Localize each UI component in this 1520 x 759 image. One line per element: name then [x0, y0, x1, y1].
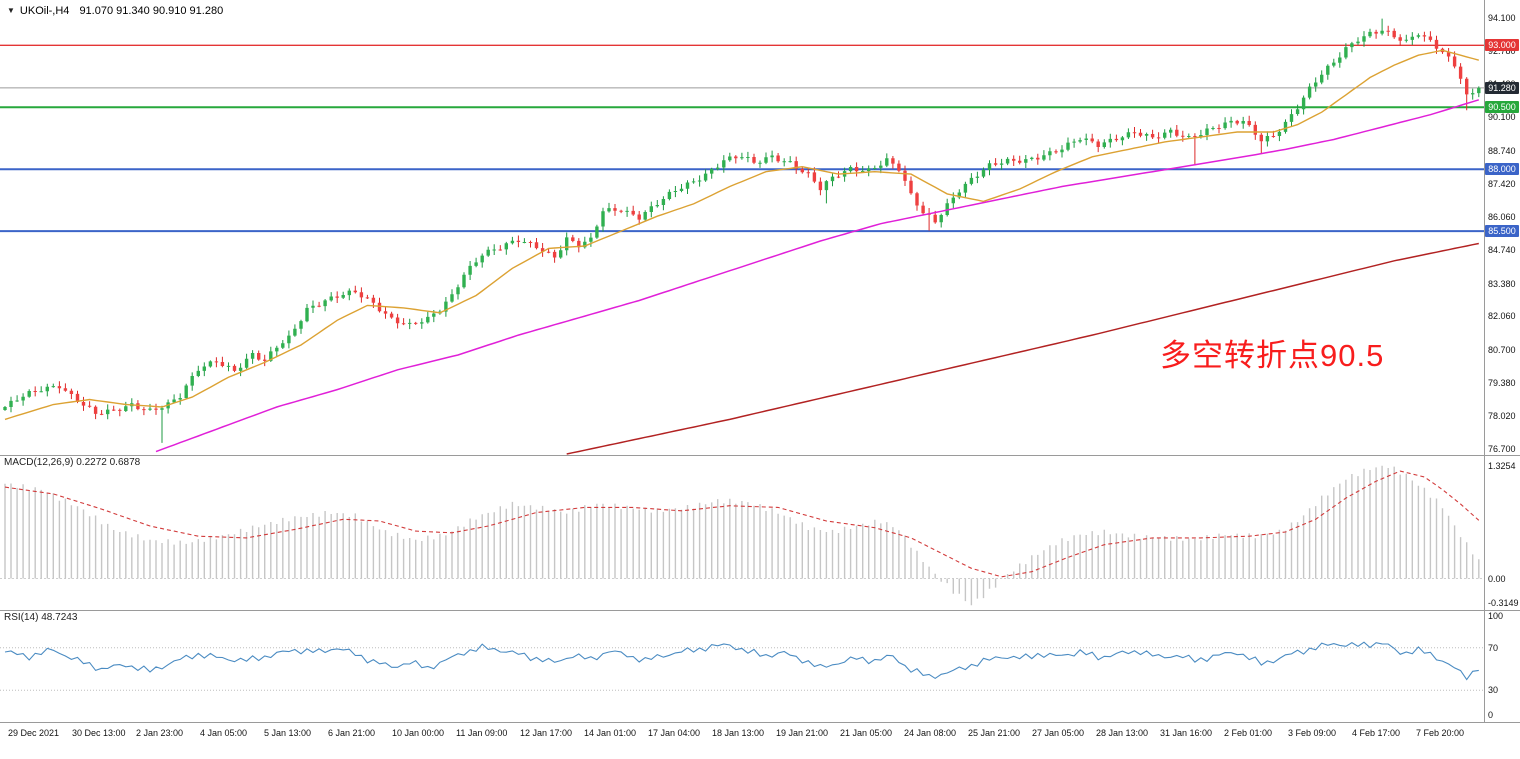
time-axis-label: 28 Jan 13:00 — [1096, 728, 1149, 738]
symbol-dropdown-icon[interactable]: ▼ — [7, 6, 15, 15]
rsi-tick-label: 30 — [1488, 685, 1499, 696]
price-tick-label: 88.740 — [1488, 145, 1516, 156]
time-axis-label: 11 Jan 09:00 — [456, 728, 508, 738]
time-axis-label: 3 Feb 09:00 — [1288, 728, 1337, 738]
symbol-title: UKOil-,H4 — [19, 5, 70, 17]
price-level-badge[interactable]: 88.000 — [1485, 163, 1519, 176]
time-axis-label: 24 Jan 08:00 — [904, 728, 957, 738]
time-axis-label: 19 Jan 21:00 — [776, 728, 829, 738]
time-axis-label: 29 Dec 2021 — [8, 728, 60, 738]
time-axis-label: 6 Jan 21:00 — [328, 728, 376, 738]
price-tick-label: 84.740 — [1488, 244, 1516, 255]
time-axis-label: 31 Jan 16:00 — [1160, 728, 1213, 738]
time-axis-label: 18 Jan 13:00 — [712, 728, 765, 738]
price-tick-label: 79.380 — [1488, 377, 1516, 388]
time-axis-label: 2 Jan 23:00 — [136, 728, 184, 738]
time-axis-label: 5 Jan 13:00 — [264, 728, 312, 738]
macd-tick-label: 0.00 — [1488, 573, 1506, 584]
time-axis-label: 27 Jan 05:00 — [1032, 728, 1085, 738]
price-tick-label: 76.700 — [1488, 444, 1516, 455]
symbol-info-bar: ▼ UKOil-,H4 91.070 91.340 90.910 91.280 — [7, 5, 223, 17]
time-axis-label: 25 Jan 21:00 — [968, 728, 1021, 738]
price-tick-label: 86.060 — [1488, 212, 1516, 223]
time-axis-label: 14 Jan 01:00 — [584, 728, 637, 738]
price-level-badge[interactable]: 90.500 — [1485, 101, 1519, 114]
macd-indicator-label: MACD(12,26,9) 0.2272 0.6878 — [4, 457, 141, 468]
rsi-tick-label: 70 — [1488, 642, 1499, 653]
price-level-badge[interactable]: 93.000 — [1485, 39, 1519, 52]
time-axis-label: 10 Jan 00:00 — [392, 728, 445, 738]
time-axis-label: 12 Jan 17:00 — [520, 728, 573, 738]
time-axis-label: 21 Jan 05:00 — [840, 728, 893, 738]
rsi-tick-label: 0 — [1488, 710, 1494, 720]
time-axis-label: 17 Jan 04:00 — [648, 728, 701, 738]
price-tick-label: 83.380 — [1488, 278, 1516, 289]
time-axis-label: 7 Feb 20:00 — [1416, 728, 1465, 738]
price-tick-label: 94.100 — [1488, 13, 1516, 24]
time-axis-label: 4 Feb 17:00 — [1352, 728, 1401, 738]
price-tick-label: 82.060 — [1488, 311, 1516, 322]
rsi-indicator-label: RSI(14) 48.7243 — [4, 612, 78, 623]
price-tick-label: 80.700 — [1488, 345, 1516, 355]
symbol-ohlc-values: 91.070 91.340 90.910 91.280 — [79, 5, 224, 17]
chart-annotation-text: 多空转折点90.5 — [1160, 338, 1385, 373]
current-price-badge: 91.280 — [1485, 81, 1519, 94]
price-level-badge[interactable]: 85.500 — [1485, 225, 1519, 238]
time-axis-label: 4 Jan 05:00 — [200, 728, 248, 738]
rsi-tick-label: 100 — [1488, 611, 1504, 621]
price-tick-label: 78.020 — [1488, 411, 1516, 422]
macd-tick-label: 1.3254 — [1488, 461, 1516, 472]
time-axis-label: 30 Dec 13:00 — [72, 728, 126, 738]
price-tick-label: 87.420 — [1488, 178, 1516, 189]
price-tick-label: 90.100 — [1488, 112, 1516, 123]
macd-tick-label: -0.3149 — [1488, 598, 1519, 608]
time-axis-label: 2 Feb 01:00 — [1224, 728, 1273, 738]
